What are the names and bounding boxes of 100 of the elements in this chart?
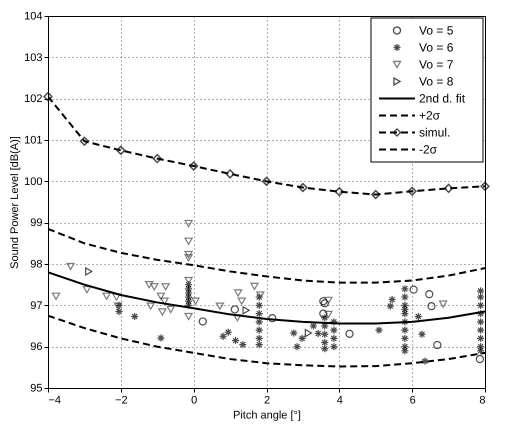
point <box>320 330 329 338</box>
point <box>345 330 354 338</box>
point <box>409 286 418 294</box>
point <box>438 300 448 308</box>
point <box>476 354 484 364</box>
point <box>400 342 410 351</box>
point <box>292 342 302 351</box>
point <box>476 292 485 302</box>
point <box>184 238 193 245</box>
point <box>189 161 198 171</box>
x-tick-label: −2 <box>115 394 128 406</box>
point <box>250 282 259 290</box>
point <box>52 292 60 300</box>
point <box>198 317 207 326</box>
point <box>191 298 200 305</box>
point <box>238 340 247 349</box>
y-tick-label: 97 <box>30 300 42 312</box>
point <box>425 290 434 298</box>
point <box>152 154 162 164</box>
point <box>330 318 338 326</box>
point <box>156 292 166 300</box>
point <box>304 328 312 338</box>
point <box>418 330 426 338</box>
point <box>43 92 53 102</box>
x-tick-label: 6 <box>410 394 416 406</box>
x-tick-label: 4 <box>336 394 343 406</box>
y-tick-label: 101 <box>24 134 42 146</box>
point <box>476 318 485 326</box>
point <box>166 306 175 314</box>
point <box>242 306 250 314</box>
legend-label: +2σ <box>419 108 441 122</box>
y-tick-label: 99 <box>30 217 42 230</box>
point <box>388 295 396 304</box>
point <box>158 308 166 316</box>
point <box>320 299 329 308</box>
point <box>145 281 154 288</box>
point <box>80 136 90 146</box>
point <box>102 292 111 300</box>
point <box>400 318 410 326</box>
point <box>476 346 485 355</box>
x-tick-label: −4 <box>48 394 62 406</box>
point <box>371 190 380 200</box>
point <box>256 291 264 299</box>
point <box>314 329 322 338</box>
point <box>160 298 169 305</box>
point <box>156 334 166 342</box>
point <box>184 292 193 302</box>
point <box>161 283 170 290</box>
point <box>262 176 272 186</box>
point <box>400 301 410 310</box>
point <box>234 289 242 297</box>
point <box>184 301 193 310</box>
y-axis-title: Sound Power Level [dB(A)] <box>9 136 22 269</box>
point <box>184 297 193 306</box>
legend-label: Vo = 8 <box>419 74 454 88</box>
point <box>324 296 333 304</box>
point <box>230 305 239 314</box>
x-tick-label: 2 <box>264 394 270 406</box>
point <box>427 302 436 310</box>
y-tick-label: 103 <box>24 52 42 64</box>
point <box>400 305 410 314</box>
point <box>184 280 193 289</box>
point <box>116 146 126 155</box>
point <box>433 340 442 350</box>
x-tick-label: 0 <box>191 394 198 406</box>
y-tick-label: 102 <box>24 93 42 106</box>
point <box>184 250 193 258</box>
legend-label: Vo = 7 <box>419 58 454 72</box>
point <box>330 326 338 334</box>
point <box>184 254 193 262</box>
point <box>233 314 242 322</box>
point <box>255 309 264 318</box>
point <box>66 262 75 270</box>
point <box>320 338 329 347</box>
point <box>319 309 328 318</box>
point <box>255 301 264 310</box>
point <box>476 342 485 351</box>
point <box>255 334 264 343</box>
point <box>238 298 246 305</box>
point <box>476 326 485 334</box>
y-tick-label: 96 <box>30 341 42 354</box>
point <box>298 182 308 192</box>
point <box>184 288 193 298</box>
point <box>268 314 276 322</box>
point <box>400 334 410 343</box>
point <box>476 286 485 296</box>
point <box>414 312 422 321</box>
legend-label: Vo = 5 <box>419 24 454 38</box>
point <box>231 336 240 345</box>
point <box>184 220 193 228</box>
point <box>400 309 410 318</box>
point <box>330 334 338 343</box>
point <box>255 340 264 349</box>
x-tick-label: 8 <box>479 394 486 406</box>
point <box>444 184 454 193</box>
point <box>184 276 193 284</box>
point <box>130 312 139 321</box>
point <box>298 334 306 343</box>
point <box>408 186 417 196</box>
point <box>400 346 410 355</box>
